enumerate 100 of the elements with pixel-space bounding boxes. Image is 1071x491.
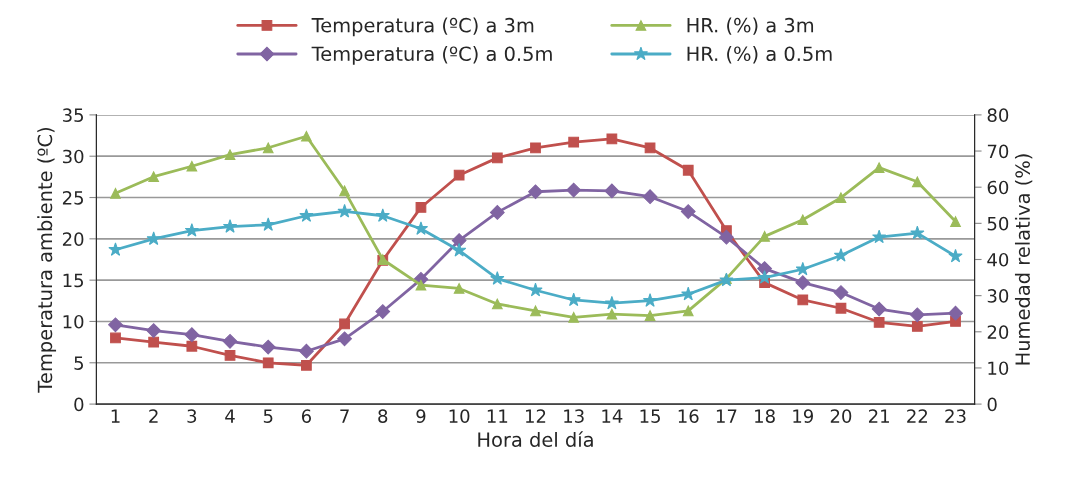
point (110, 187, 121, 199)
point (261, 217, 276, 231)
point (642, 293, 658, 307)
y2-tick-label: 20 (987, 325, 1009, 339)
point (566, 292, 581, 307)
x-tick-label: 11 (487, 409, 508, 423)
y-tick-label: 15 (63, 273, 84, 288)
y2-tick-label: 50 (987, 216, 1009, 231)
x-tick-label: 16 (678, 409, 699, 423)
point (299, 343, 314, 359)
point (833, 248, 849, 262)
y-tick-label: 0 (74, 397, 84, 412)
point (222, 219, 238, 233)
point (491, 298, 503, 310)
x-tick-label: 22 (907, 409, 928, 423)
point (489, 205, 505, 220)
point (835, 302, 847, 314)
x-tick-label: 1 (111, 409, 120, 423)
x-tick-label: 7 (340, 409, 349, 423)
point (222, 333, 238, 349)
point (148, 171, 160, 183)
y-tick-label: 25 (62, 190, 84, 205)
point (301, 130, 312, 142)
point (108, 242, 123, 256)
point (301, 359, 312, 371)
point (491, 152, 503, 164)
point (759, 230, 770, 242)
point (260, 339, 276, 355)
y2-tick-label: 10 (988, 361, 1009, 376)
point (146, 231, 161, 246)
point (451, 233, 467, 248)
legend-label: HR. (%) a 0.5m (687, 46, 832, 64)
x-tick-label: 10 (449, 409, 470, 423)
x-tick-label: 14 (602, 409, 623, 423)
point (186, 160, 198, 172)
point (797, 214, 809, 226)
point (757, 270, 772, 284)
point (682, 305, 694, 317)
point (490, 271, 505, 285)
point (262, 357, 274, 369)
point (795, 261, 810, 276)
point (415, 202, 427, 213)
x-tick-label: 23 (945, 409, 966, 423)
point (299, 208, 314, 222)
y2-tick-label: 40 (987, 252, 1009, 267)
x-tick-label: 13 (564, 409, 584, 423)
x-tick-label: 12 (526, 409, 546, 423)
point (872, 229, 887, 244)
y2-tick-label: 30 (987, 289, 1009, 303)
point (337, 203, 352, 218)
point (719, 229, 734, 245)
point (568, 136, 580, 148)
x-tick-label: 4 (225, 409, 235, 423)
point (909, 307, 925, 323)
x-tick-label: 8 (378, 409, 388, 423)
legend-label: HR. (%) a 3m (687, 17, 814, 35)
point (797, 294, 809, 306)
x-tick-label: 3 (187, 409, 197, 423)
point (873, 162, 885, 174)
point (642, 189, 658, 205)
x-tick-label: 15 (640, 409, 660, 423)
point (568, 311, 580, 323)
point (452, 242, 467, 257)
point (948, 305, 963, 321)
y2-tick-label: 60 (987, 180, 1009, 195)
x-tick-label: 5 (263, 409, 273, 423)
legend-label: Temperatura (ºC) a 0.5m (311, 46, 552, 65)
point (528, 184, 543, 200)
y-tick-label: 35 (62, 108, 84, 123)
point (950, 216, 961, 227)
point (224, 349, 236, 361)
x-tick-label: 21 (868, 409, 889, 423)
point (530, 142, 541, 154)
point (110, 332, 121, 344)
point (413, 221, 429, 235)
point (606, 133, 618, 145)
point (948, 248, 963, 263)
point (910, 225, 925, 240)
point (795, 275, 811, 291)
point (375, 304, 391, 319)
point (528, 282, 543, 297)
point (681, 286, 696, 301)
x-tick-label: 9 (416, 409, 426, 423)
y2-tick-label: 70 (987, 144, 1009, 159)
y2-axis-title: Humedad relativa (%) (1014, 154, 1033, 365)
point (262, 142, 274, 154)
y-tick-label: 10 (63, 314, 84, 329)
point (184, 327, 200, 343)
y-tick-label: 5 (74, 356, 84, 370)
point (453, 169, 465, 181)
point (224, 149, 236, 161)
y-axis-title: Temperatura ambiente (ºC) (37, 128, 57, 393)
point (680, 204, 696, 219)
point (108, 317, 123, 333)
point (682, 164, 694, 176)
y-tick-label: 20 (62, 232, 84, 246)
point (146, 323, 162, 338)
point (873, 316, 885, 328)
x-tick-label: 20 (830, 409, 852, 423)
point (911, 176, 923, 188)
